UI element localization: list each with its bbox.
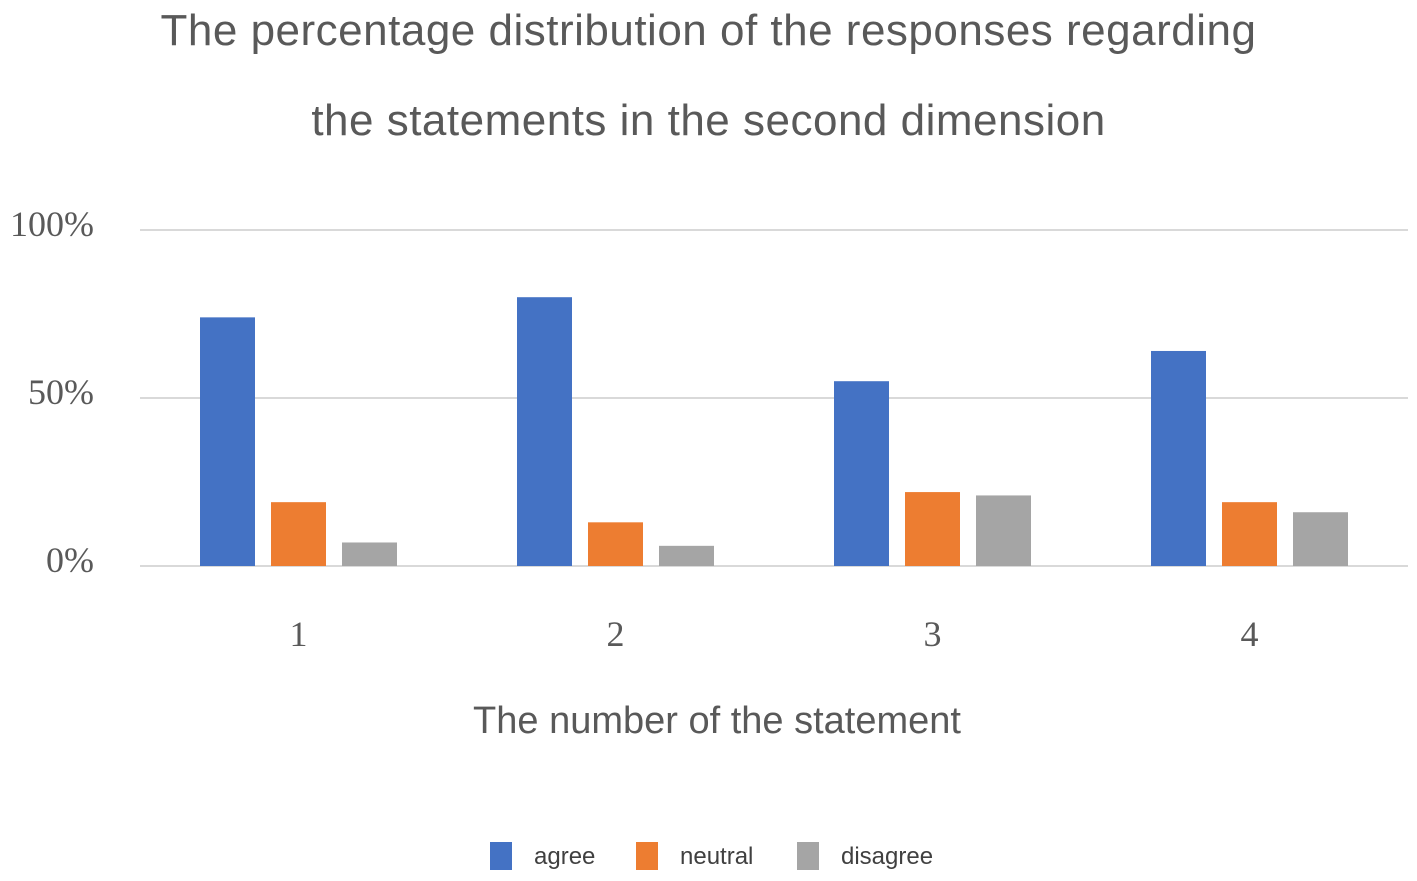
x-tick-label: 2: [607, 614, 625, 654]
legend: agree neutral disagree: [490, 842, 933, 870]
x-axis-ticks: 1 2 3 4: [290, 614, 1259, 654]
y-axis-ticks: 0% 50% 100%: [10, 204, 94, 580]
legend-swatch-disagree: [797, 842, 819, 870]
y-tick-label: 50%: [28, 372, 94, 412]
legend-label-agree: agree: [534, 843, 595, 870]
bar-neutral-3: [905, 492, 960, 566]
x-tick-label: 3: [924, 614, 942, 654]
bar-disagree-2: [659, 545, 714, 566]
legend-swatch-agree: [490, 842, 512, 870]
legend-swatch-neutral: [636, 842, 658, 870]
bar-neutral-4: [1222, 502, 1277, 566]
bar-agree-3: [834, 381, 889, 566]
chart-title-line-1: The percentage distribution of the respo…: [160, 6, 1257, 55]
bar-disagree-1: [342, 542, 397, 566]
x-tick-label: 1: [290, 614, 308, 654]
bar-neutral-2: [588, 522, 643, 566]
bar-agree-4: [1151, 350, 1206, 566]
gridlines: [140, 229, 1408, 567]
bars: [200, 297, 1348, 566]
bar-disagree-4: [1293, 512, 1348, 566]
x-axis-label: The number of the statement: [473, 700, 961, 742]
chart-title-line-2: the statements in the second dimension: [311, 96, 1106, 145]
legend-label-neutral: neutral: [680, 843, 753, 870]
bar-neutral-1: [271, 502, 326, 566]
y-tick-label: 100%: [10, 204, 94, 244]
bar-disagree-3: [976, 495, 1031, 566]
x-tick-label: 4: [1241, 614, 1259, 654]
y-tick-label: 0%: [46, 540, 94, 580]
bar-agree-1: [200, 317, 255, 566]
legend-label-disagree: disagree: [841, 843, 933, 870]
bar-agree-2: [517, 297, 572, 566]
